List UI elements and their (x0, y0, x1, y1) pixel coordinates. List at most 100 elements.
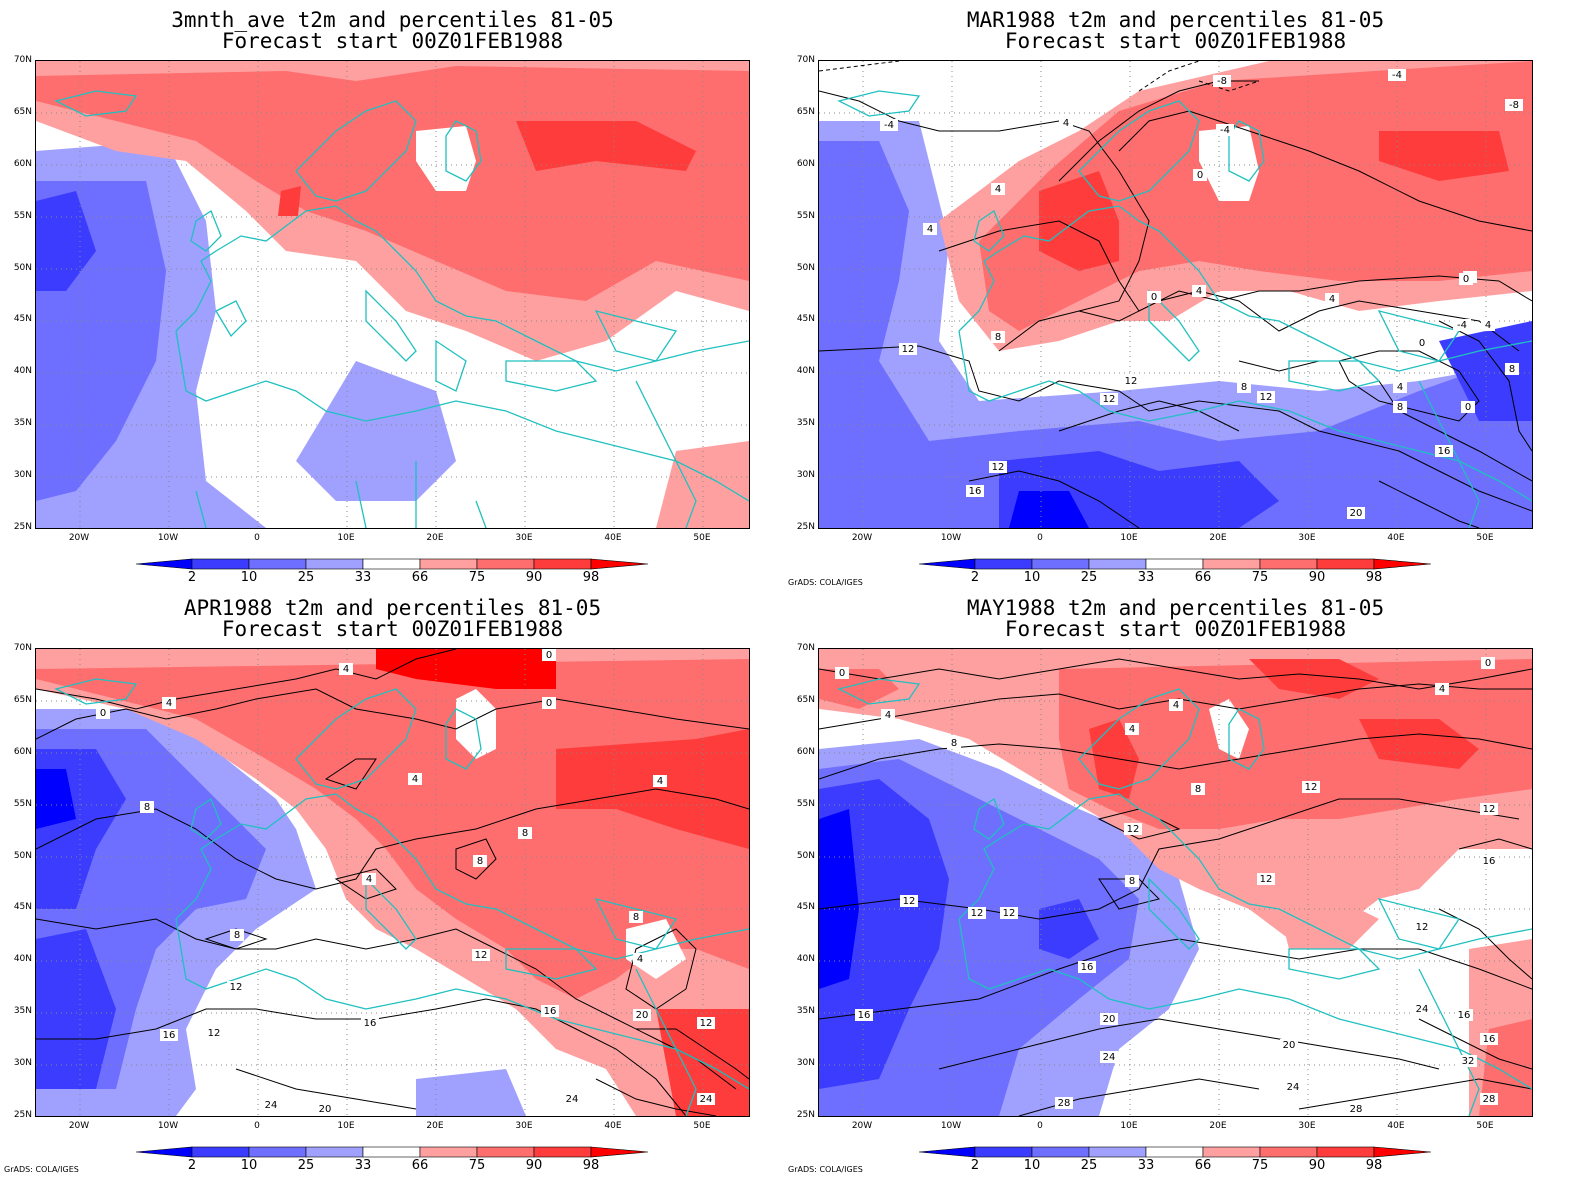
colorbar-segment (191, 558, 250, 570)
contour-label: 12 (989, 461, 1007, 473)
lat-label: 70N (13, 55, 32, 65)
contour-label: 24 (1284, 1081, 1302, 1093)
colorbar-tick-label: 75 (1251, 570, 1269, 585)
svg-text:4: 4 (1329, 294, 1335, 305)
colorbar-segment (1259, 1146, 1318, 1158)
colorbar-segment (362, 558, 421, 570)
contour-label: 16 (1480, 855, 1498, 867)
map-apr1988: 4 4 0 0 0 4 4 8 8 8 4 8 8 12 12 16 16 4 … (35, 648, 750, 1117)
colorbar-segment (1373, 1146, 1432, 1158)
lat-label: 30N (796, 1058, 815, 1069)
lat-label: 60N (13, 746, 32, 757)
colorbar-tick-label: 98 (1365, 1158, 1383, 1173)
colorbar-segment (1031, 1146, 1090, 1158)
svg-text:28: 28 (1350, 1104, 1363, 1115)
contour-label: -4 (1388, 69, 1406, 81)
svg-text:8: 8 (1397, 402, 1403, 413)
contour-label: 4 (162, 697, 176, 709)
colorbar-tick-label: 2 (970, 1158, 980, 1173)
lat-label: 45N (13, 902, 32, 913)
svg-text:4: 4 (657, 776, 663, 787)
svg-text:4: 4 (927, 224, 933, 235)
svg-text:0: 0 (100, 708, 106, 719)
lon-label: 10W (940, 1121, 962, 1131)
svg-text:12: 12 (992, 462, 1005, 473)
contour-label: 12 (697, 1017, 715, 1029)
svg-text:4: 4 (1173, 700, 1179, 711)
svg-text:24: 24 (566, 1094, 579, 1105)
lat-label: 30N (13, 470, 32, 481)
colorbar-segment (1088, 558, 1147, 570)
svg-text:12: 12 (1103, 394, 1116, 405)
contour-label: 16 (1455, 1009, 1473, 1021)
contour-label: 8 (473, 855, 487, 867)
svg-text:12: 12 (475, 950, 488, 961)
svg-text:16: 16 (1483, 856, 1496, 867)
colorbar-tick-label: 98 (582, 570, 600, 585)
svg-text:4: 4 (995, 184, 1001, 195)
colorbar-tick-label: 2 (187, 1158, 197, 1173)
colorbar-tick-label: 98 (582, 1158, 600, 1173)
colorbar-segment (1031, 558, 1090, 570)
colorbar-tick-label: 98 (1365, 570, 1383, 585)
contour-label: 12 (472, 949, 490, 961)
contour-label: -4 (1453, 319, 1471, 331)
contour-label: -8 (1213, 75, 1231, 87)
percentile-colorbar (135, 558, 649, 570)
svg-text:8: 8 (1195, 784, 1201, 795)
lon-label: 20W (68, 1121, 90, 1131)
colorbar-segment (1202, 558, 1261, 570)
svg-text:8: 8 (1509, 364, 1515, 375)
contour-label: 8 (140, 801, 154, 813)
svg-text:8: 8 (995, 332, 1001, 343)
svg-text:20: 20 (636, 1010, 649, 1021)
contour-label: 12 (227, 981, 245, 993)
svg-text:24: 24 (1103, 1052, 1116, 1063)
colorbar-tick-label: 2 (187, 570, 197, 585)
contour-label: 4 (1325, 293, 1339, 305)
lat-label: 35N (13, 418, 32, 429)
lat-label: 55N (796, 210, 815, 221)
svg-text:16: 16 (1081, 962, 1094, 973)
svg-text:4: 4 (1196, 286, 1202, 297)
lat-label: 60N (13, 158, 32, 169)
contour-label: 16 (541, 1005, 559, 1017)
lat-label: 45N (13, 314, 32, 325)
contour-label: 4 (881, 709, 895, 721)
svg-text:4: 4 (885, 710, 891, 721)
svg-text:0: 0 (1197, 170, 1203, 181)
contour-label: 24 (1100, 1051, 1118, 1063)
contour-label: 20 (316, 1103, 334, 1115)
contour-label: 32 (1459, 1055, 1477, 1067)
lon-label: 40E (604, 1121, 622, 1131)
contour-label: 24 (262, 1099, 280, 1111)
lat-label: 25N (796, 522, 815, 532)
svg-text:12: 12 (230, 982, 243, 993)
svg-text:0: 0 (1485, 658, 1491, 669)
lon-label: 10E (337, 1121, 355, 1131)
percentile-colorbar (918, 1146, 1432, 1158)
svg-text:-4: -4 (1457, 320, 1467, 331)
colorbar-segment (248, 558, 307, 570)
contour-label: 4 (1059, 117, 1073, 129)
colorbar-tick-label: 33 (1137, 570, 1155, 585)
contour-label: 4 (339, 663, 353, 675)
lat-label: 55N (13, 210, 32, 221)
svg-text:20: 20 (1283, 1040, 1296, 1051)
coastlines (54, 678, 749, 1116)
contour-label: -4 (880, 119, 898, 131)
colorbar-tick-label: 10 (240, 1158, 258, 1173)
contour-label: 28 (1480, 1093, 1498, 1105)
lat-label: 50N (13, 262, 32, 273)
contour-label: 4 (923, 223, 937, 235)
svg-text:4: 4 (637, 954, 643, 965)
contour-label: 16 (966, 485, 984, 497)
svg-text:0: 0 (1465, 402, 1471, 413)
lon-label: 50E (1476, 1121, 1494, 1131)
contour-label: 0 (1459, 273, 1473, 285)
colorbar-tick-label: 66 (411, 570, 429, 585)
svg-text:20: 20 (1350, 508, 1363, 519)
contour-label: 0 (1415, 337, 1429, 349)
lat-label: 70N (13, 643, 32, 653)
colorbar-segment (1088, 1146, 1147, 1158)
